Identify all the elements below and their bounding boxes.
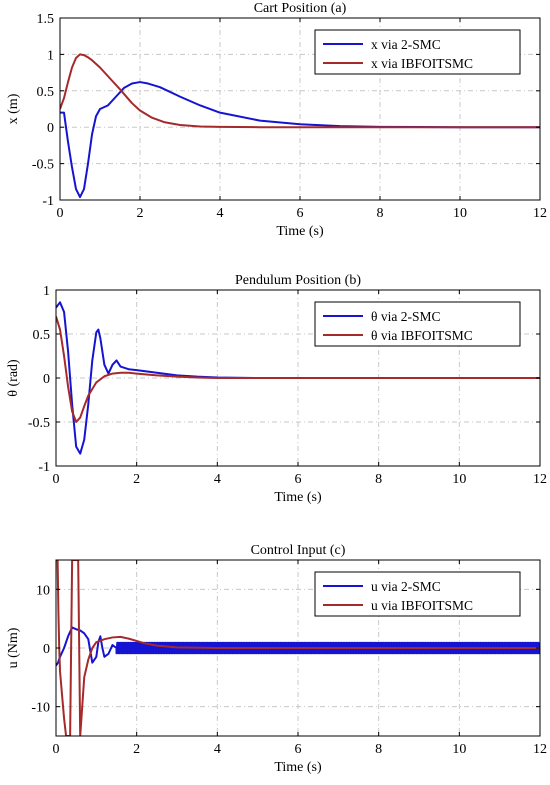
x-tick-label: 8 (375, 472, 382, 487)
y-axis-label: θ (rad) (6, 359, 21, 397)
x-tick-label: 2 (137, 206, 144, 221)
x-tick-label: 6 (297, 206, 304, 221)
y-tick-label: -10 (31, 701, 50, 716)
y-tick-label: 10 (36, 583, 50, 598)
chart-title: Control Input (c) (251, 543, 346, 558)
x-axis-label: Time (s) (274, 490, 322, 505)
x-tick-label: 10 (452, 742, 466, 757)
y-tick-label: 0.5 (33, 328, 51, 343)
x-tick-label: 4 (214, 742, 221, 757)
y-axis-label: u (Nm) (6, 627, 21, 668)
chart-panel-0: 0 2 4 6 8 10 12 -1 -0.5 0 0.5 1 1.5 Cart Position (a)… (6, 1, 547, 239)
series-0 (56, 626, 540, 667)
x-tick-label: 2 (133, 742, 140, 757)
legend-box (314, 571, 521, 617)
legend-entry: θ via IBFOITSMC (371, 328, 473, 343)
x-tick-label: 0 (53, 742, 60, 757)
series-1 (60, 53, 540, 129)
y-tick-label: 0.5 (37, 85, 55, 100)
y-tick-label: 1.5 (37, 12, 55, 27)
y-tick-label: 0 (43, 642, 50, 657)
x-axis-label: Time (s) (274, 760, 322, 775)
chart-panel-2: 0 2 4 6 8 10 12 -10 0 10 Control Input (c) Time (s)… (6, 543, 547, 775)
y-tick-label: -1 (42, 194, 54, 209)
legend-box (314, 301, 521, 347)
series-line (60, 81, 540, 199)
legend: u via 2-SMC u via IBFOITSMC (314, 571, 521, 617)
legend: θ via 2-SMC θ via IBFOITSMC (314, 301, 521, 347)
x-tick-label: 4 (217, 206, 224, 221)
legend-entry: x via 2-SMC (371, 37, 441, 52)
y-tick-label: 1 (43, 284, 50, 299)
y-tick-label: -0.5 (28, 416, 50, 431)
legend-entry: θ via 2-SMC (371, 309, 440, 324)
x-tick-label: 0 (53, 472, 60, 487)
y-tick-label: 0 (47, 121, 54, 136)
legend-entry: u via 2-SMC (371, 579, 441, 594)
x-tick-label: 6 (295, 472, 302, 487)
chart-panel-1: 0 2 4 6 8 10 12 -1 -0.5 0 0.5 1 Pendulum Position (b… (6, 273, 547, 505)
x-tick-label: 8 (377, 206, 384, 221)
x-tick-label: 2 (133, 472, 140, 487)
x-tick-label: 0 (57, 206, 64, 221)
x-tick-label: 10 (452, 472, 466, 487)
y-tick-label: -1 (38, 460, 50, 475)
y-tick-label: -0.5 (32, 158, 54, 173)
x-tick-label: 4 (214, 472, 221, 487)
legend-entry: u via IBFOITSMC (371, 598, 473, 613)
series-line (56, 626, 540, 667)
series-line (56, 560, 540, 736)
x-tick-label: 8 (375, 742, 382, 757)
y-axis-label: x (m) (6, 93, 21, 124)
x-axis-label: Time (s) (276, 224, 324, 239)
series-line (60, 53, 540, 129)
x-tick-label: 6 (295, 742, 302, 757)
legend-entry: x via IBFOITSMC (371, 56, 473, 71)
series-line (56, 316, 540, 423)
x-tick-label: 12 (533, 206, 547, 221)
legend-box (314, 29, 521, 75)
series-1 (56, 560, 540, 736)
y-tick-label: 1 (47, 48, 54, 63)
chart-title: Cart Position (a) (254, 1, 347, 16)
x-tick-label: 12 (533, 742, 547, 757)
chart-title: Pendulum Position (b) (235, 273, 361, 288)
legend: x via 2-SMC x via IBFOITSMC (314, 29, 521, 75)
y-tick-label: 0 (43, 372, 50, 387)
series-1 (56, 316, 540, 423)
series-0 (60, 81, 540, 199)
x-tick-label: 12 (533, 472, 547, 487)
x-tick-label: 10 (453, 206, 467, 221)
